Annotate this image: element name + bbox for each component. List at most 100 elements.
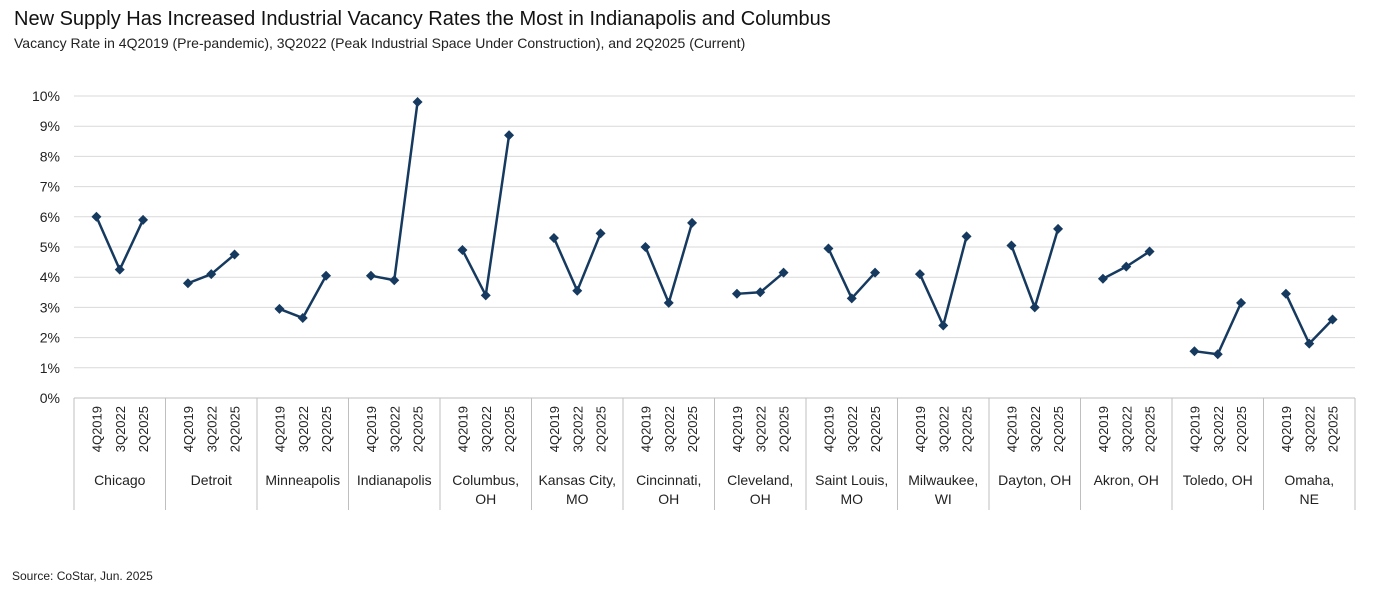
y-tick-label: 5% xyxy=(40,239,60,255)
data-point xyxy=(1327,314,1338,325)
series-line xyxy=(1194,302,1243,356)
y-tick-label: 9% xyxy=(40,118,60,134)
series-line xyxy=(1010,228,1060,309)
data-point xyxy=(412,97,423,108)
x-tick-label: 2Q2025 xyxy=(319,406,334,452)
data-point xyxy=(1006,240,1017,251)
x-tick-label: 4Q2019 xyxy=(638,406,653,452)
group-label: Kansas City, xyxy=(538,472,616,488)
y-tick-label: 2% xyxy=(40,330,60,346)
x-tick-label: 3Q2022 xyxy=(662,406,677,452)
x-tick-label: 3Q2022 xyxy=(387,406,402,452)
x-tick-label: 4Q2019 xyxy=(1096,406,1111,452)
group-label: NE xyxy=(1300,491,1319,507)
group-label: Columbus, xyxy=(452,472,519,488)
x-tick-label: 3Q2022 xyxy=(936,406,951,452)
data-point xyxy=(823,243,834,254)
x-tick-label: 4Q2019 xyxy=(364,406,379,452)
x-tick-label: 3Q2022 xyxy=(753,406,768,452)
data-point xyxy=(846,293,857,304)
data-point xyxy=(1280,288,1291,299)
group-label: Milwaukee, xyxy=(908,472,978,488)
data-point xyxy=(961,231,972,242)
data-point xyxy=(640,242,651,252)
data-point xyxy=(778,267,789,278)
group-label: Cincinnati, xyxy=(636,472,701,488)
series-line xyxy=(644,222,694,305)
y-tick-label: 10% xyxy=(32,88,60,104)
group-label: WI xyxy=(935,491,952,507)
x-tick-label: 4Q2019 xyxy=(455,406,470,452)
x-tick-label: 3Q2022 xyxy=(1028,406,1043,452)
group-label: Omaha, xyxy=(1284,472,1334,488)
data-point xyxy=(365,270,376,281)
data-point xyxy=(1053,223,1064,234)
data-point xyxy=(1121,261,1132,272)
x-tick-label: 3Q2022 xyxy=(113,406,128,452)
series-line xyxy=(95,216,145,271)
x-tick-label: 2Q2025 xyxy=(228,406,243,452)
data-point xyxy=(1189,346,1200,357)
series-line xyxy=(552,232,602,293)
chart-subtitle: Vacancy Rate in 4Q2019 (Pre-pandemic), 3… xyxy=(14,35,746,51)
x-tick-label: 4Q2019 xyxy=(181,406,196,452)
x-tick-label: 4Q2019 xyxy=(272,406,287,452)
y-tick-label: 1% xyxy=(40,360,60,376)
data-point xyxy=(755,287,766,298)
x-tick-label: 4Q2019 xyxy=(1187,406,1202,452)
data-point xyxy=(687,217,698,228)
data-point xyxy=(91,211,102,222)
data-point xyxy=(663,297,674,308)
group-label: Cleveland, xyxy=(727,472,793,488)
data-point xyxy=(182,278,193,289)
x-tick-label: 2Q2025 xyxy=(1234,406,1249,452)
series-line xyxy=(1284,293,1334,345)
group-label: Indianapolis xyxy=(357,472,432,488)
data-point xyxy=(572,285,583,296)
source-note: Source: CoStar, Jun. 2025 xyxy=(12,569,153,583)
x-tick-label: 4Q2019 xyxy=(547,406,562,452)
data-point xyxy=(504,130,515,141)
data-point xyxy=(389,275,400,286)
series-line xyxy=(918,236,968,327)
x-tick-label: 2Q2025 xyxy=(1143,406,1158,452)
data-point xyxy=(870,267,881,278)
x-tick-label: 2Q2025 xyxy=(502,406,517,452)
y-tick-label: 6% xyxy=(40,209,60,225)
x-tick-label: 3Q2022 xyxy=(204,406,219,452)
x-tick-label: 3Q2022 xyxy=(479,406,494,452)
y-tick-label: 0% xyxy=(40,390,60,406)
y-tick-label: 8% xyxy=(40,148,60,164)
data-point xyxy=(731,288,742,299)
group-label: Dayton, OH xyxy=(998,472,1071,488)
x-tick-label: 3Q2022 xyxy=(1119,406,1134,452)
group-label: Chicago xyxy=(94,472,146,488)
group-label: Akron, OH xyxy=(1094,472,1159,488)
x-tick-label: 3Q2022 xyxy=(570,406,585,452)
x-tick-label: 2Q2025 xyxy=(685,406,700,452)
y-tick-label: 7% xyxy=(40,179,60,195)
data-point xyxy=(114,264,125,275)
data-point xyxy=(938,320,949,331)
x-tick-label: 4Q2019 xyxy=(1004,406,1019,452)
x-tick-label: 4Q2019 xyxy=(1279,406,1294,452)
data-point xyxy=(1144,246,1155,257)
x-tick-label: 4Q2019 xyxy=(821,406,836,452)
x-tick-label: 3Q2022 xyxy=(845,406,860,452)
x-tick-label: 4Q2019 xyxy=(913,406,928,452)
x-tick-label: 2Q2025 xyxy=(868,406,883,452)
data-point xyxy=(1097,273,1108,284)
data-point xyxy=(1029,302,1040,313)
x-tick-label: 2Q2025 xyxy=(1326,406,1341,452)
group-label: OH xyxy=(475,491,496,507)
group-label: Minneapolis xyxy=(265,472,340,488)
data-point xyxy=(321,270,332,281)
series-line xyxy=(278,275,328,320)
x-tick-label: 2Q2025 xyxy=(594,406,609,452)
data-point xyxy=(274,303,285,314)
x-tick-label: 2Q2025 xyxy=(1051,406,1066,452)
data-point xyxy=(229,249,240,260)
data-point xyxy=(206,269,217,280)
series-line xyxy=(827,247,876,300)
